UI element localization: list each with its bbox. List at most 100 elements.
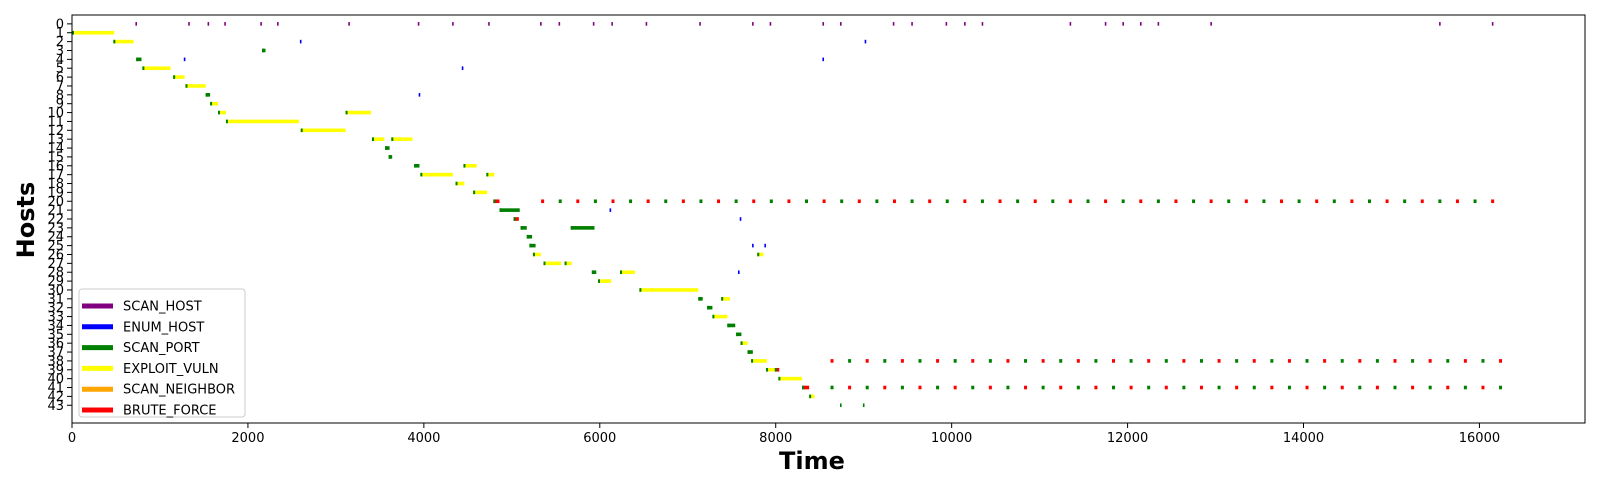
segment-host-16 [463, 163, 477, 168]
event-host-0 [822, 22, 825, 26]
recurring-event-host-41 [848, 385, 852, 390]
x-tick-label: 8000 [759, 431, 792, 446]
segment-host-31 [698, 297, 703, 301]
recurring-event-host-20 [1033, 199, 1037, 204]
recurring-event-host-20 [857, 199, 861, 204]
y-tick-label: 29 [47, 275, 64, 290]
recurring-event-host-41 [1270, 385, 1274, 390]
event-host-0 [260, 22, 262, 26]
legend-box [78, 288, 246, 418]
x-tick-label: 6000 [583, 431, 616, 446]
segment-start-marker [388, 155, 391, 159]
y-tick-label: 31 [47, 292, 64, 307]
event-host-0 [277, 22, 279, 26]
event-host-0 [752, 22, 754, 26]
y-tick-label: 34 [47, 319, 64, 334]
recurring-event-host-20 [558, 199, 562, 204]
recurring-event-host-38 [1112, 359, 1116, 363]
segment-host-9 [210, 101, 219, 106]
recurring-event-host-38 [1411, 359, 1415, 363]
recurring-event-host-41 [1393, 385, 1397, 390]
segment-host-10 [345, 110, 372, 115]
y-tick-label: 4 [56, 53, 64, 68]
y-tick-label: 2 [56, 35, 64, 50]
event-host-5 [461, 66, 464, 71]
event-host-0 [224, 22, 226, 26]
y-tick-label: 33 [47, 310, 64, 325]
legend-label: SCAN_HOST [123, 300, 202, 315]
segment-host-29 [598, 279, 612, 283]
event-host-0 [1139, 22, 1142, 26]
recurring-event-host-38 [1217, 359, 1221, 363]
y-tick-label: 19 [47, 186, 64, 201]
segment-start-marker [473, 190, 476, 195]
segment-host-13 [391, 137, 413, 141]
segment-start-marker [486, 172, 489, 177]
recurring-event-host-20 [1244, 199, 1248, 204]
recurring-event-host-20 [1420, 199, 1424, 204]
recurring-event-host-20 [1385, 199, 1389, 204]
recurring-event-host-41 [1463, 385, 1467, 390]
recurring-event-host-41 [1076, 385, 1080, 390]
legend-label: BRUTE_FORCE [123, 404, 217, 419]
recurring-event-host-41 [918, 385, 922, 390]
y-tick-label: 38 [47, 354, 64, 369]
event-host-4 [822, 57, 825, 62]
recurring-event-host-20 [769, 199, 773, 204]
segment-start-marker [499, 208, 502, 212]
x-tick-label: 16000 [1459, 431, 1500, 446]
y-axis-title: Hosts [12, 182, 40, 259]
segment-host-12 [300, 128, 346, 133]
event-host-0 [945, 22, 948, 26]
segment-host-1 [72, 30, 115, 35]
recurring-event-host-38 [1305, 359, 1309, 363]
recurring-event-host-20 [787, 199, 791, 204]
recurring-event-host-38 [848, 359, 852, 363]
segment-start-marker [774, 367, 777, 372]
recurring-event-host-41 [1006, 385, 1010, 390]
event-host-0 [769, 22, 772, 26]
y-tick-label: 16 [47, 159, 64, 174]
recurring-event-host-38 [1463, 359, 1467, 363]
event-host-0 [911, 22, 913, 26]
segment-host-23 [520, 226, 527, 230]
event-host-0 [1157, 22, 1160, 26]
recurring-event-host-20 [945, 199, 949, 204]
recurring-event-host-41 [1358, 385, 1362, 390]
recurring-event-host-20 [1332, 199, 1336, 204]
recurring-event-host-20 [1367, 199, 1371, 204]
recurring-event-host-41 [900, 385, 904, 390]
segment-host-31 [721, 297, 730, 301]
recurring-event-host-20 [1280, 199, 1284, 204]
recurring-event-host-41 [1059, 385, 1063, 390]
recurring-event-host-41 [1112, 385, 1116, 390]
recurring-event-host-38 [865, 359, 869, 363]
event-host-0 [645, 22, 648, 26]
segment-start-marker [262, 48, 264, 53]
recurring-event-host-20 [1139, 199, 1143, 204]
event-host-4 [183, 57, 186, 62]
y-axis: 0123456789101112131415161718192021222324… [47, 17, 72, 414]
segment-start-marker [142, 66, 145, 71]
event-host-2 [299, 39, 302, 44]
segment-host-34 [727, 323, 736, 328]
segment-start-marker [420, 172, 423, 177]
segment-start-marker [564, 261, 567, 266]
x-tick-label: 10000 [931, 431, 972, 446]
recurring-event-host-20 [1068, 199, 1072, 204]
recurring-event-host-38 [918, 359, 922, 363]
recurring-event-host-20 [681, 199, 685, 204]
segment-host-17 [420, 172, 453, 177]
recurring-event-host-20 [1227, 199, 1231, 204]
recurring-event-host-20 [646, 199, 650, 204]
recurring-event-host-20 [805, 199, 809, 204]
y-tick-label: 43 [47, 399, 64, 414]
recurring-event-host-41 [1147, 385, 1151, 390]
recurring-event-host-38 [971, 359, 975, 363]
segment-host-8 [205, 93, 211, 97]
y-tick-label: 8 [56, 88, 64, 103]
recurring-event-host-20 [1403, 199, 1407, 204]
segment-host-5 [142, 66, 171, 71]
recurring-event-host-20 [752, 199, 756, 204]
